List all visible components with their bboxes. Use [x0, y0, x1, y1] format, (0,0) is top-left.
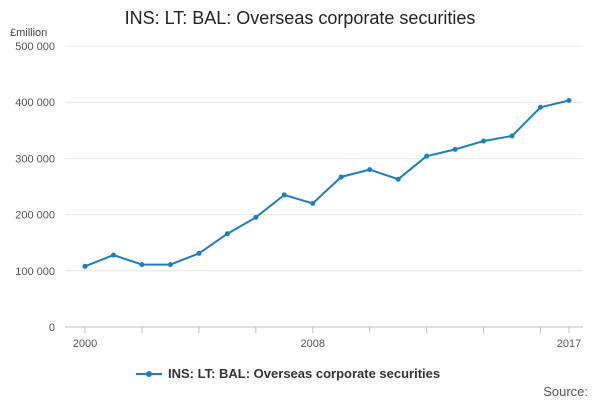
- y-tick-label: 500 000: [15, 41, 55, 53]
- y-tick-label: 0: [49, 322, 55, 334]
- series-line: [84, 99, 570, 268]
- data-point[interactable]: [338, 174, 344, 180]
- data-point[interactable]: [452, 146, 458, 152]
- y-tick-label: 400 000: [15, 97, 55, 109]
- data-point[interactable]: [281, 192, 287, 198]
- y-tick-label: 200 000: [15, 210, 55, 222]
- data-point[interactable]: [395, 176, 401, 182]
- data-point[interactable]: [538, 104, 544, 110]
- y-axis-ticks: 0 100 000 200 000 300 000 400 000 500 000: [15, 41, 55, 334]
- x-axis: 2000 2008 2017: [65, 326, 583, 350]
- series-layer: [82, 98, 572, 269]
- data-point[interactable]: [167, 262, 173, 268]
- data-point[interactable]: [110, 252, 116, 258]
- data-point[interactable]: [139, 262, 145, 268]
- data-point[interactable]: [509, 133, 515, 139]
- x-tick-label: 2008: [301, 338, 325, 350]
- y-tick-label: 100 000: [15, 266, 55, 278]
- x-tick-label: 2000: [73, 338, 97, 350]
- data-point[interactable]: [224, 231, 230, 237]
- data-point[interactable]: [424, 153, 430, 159]
- data-point[interactable]: [310, 200, 316, 206]
- y-tick-label: 300 000: [15, 153, 55, 165]
- y-axis-unit-label: £million: [10, 27, 47, 39]
- source-label: Source:: [543, 384, 588, 399]
- data-point[interactable]: [566, 98, 572, 104]
- data-point[interactable]: [196, 250, 202, 256]
- data-point[interactable]: [367, 167, 373, 173]
- data-point[interactable]: [82, 263, 88, 269]
- chart-title: INS: LT: BAL: Overseas corporate securit…: [125, 8, 476, 28]
- data-point[interactable]: [481, 138, 487, 144]
- gridlines: [65, 45, 583, 272]
- legend-item-label[interactable]: INS: LT: BAL: Overseas corporate securit…: [168, 366, 440, 381]
- legend-point-marker: [146, 371, 152, 377]
- legend[interactable]: INS: LT: BAL: Overseas corporate securit…: [136, 366, 440, 381]
- x-tick-label: 2017: [557, 338, 581, 350]
- data-point[interactable]: [253, 214, 259, 220]
